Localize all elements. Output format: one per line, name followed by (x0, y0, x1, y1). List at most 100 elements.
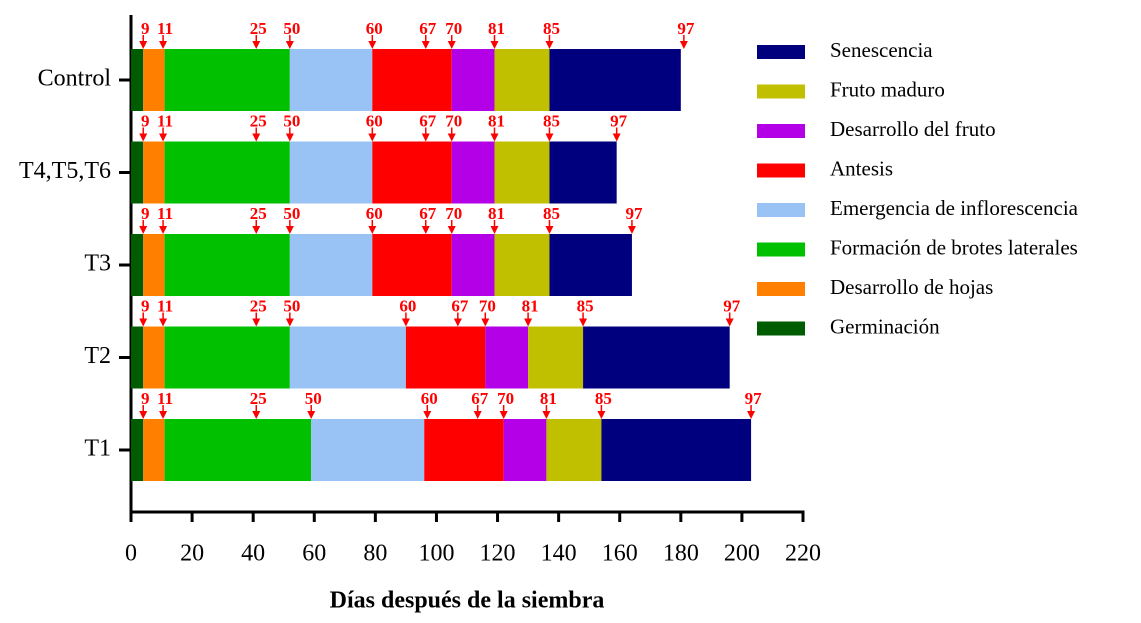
marker-label: 50 (283, 204, 300, 223)
marker-label: 70 (479, 296, 496, 315)
y-tick-label: T4,T5,T6 (19, 158, 111, 184)
marker-label: 50 (305, 389, 322, 408)
marker-label: 25 (250, 296, 267, 315)
bar-segment (451, 141, 495, 204)
marker-label: 67 (419, 111, 437, 130)
bar-segment (546, 419, 602, 481)
bar-segment (131, 141, 144, 204)
bar-segment (164, 234, 290, 296)
legend-swatch (757, 242, 805, 257)
marker-label: 50 (283, 296, 300, 315)
y-tick-label: Control (38, 66, 112, 92)
marker-arrow (579, 318, 588, 327)
x-tick-label: 40 (241, 541, 265, 567)
x-tick-label: 220 (785, 541, 821, 567)
y-tick-label: T3 (84, 251, 111, 277)
y-tick-label: T2 (84, 343, 111, 369)
marker-label: 60 (366, 111, 383, 130)
bar-segment (289, 234, 373, 296)
legend-label: Senescencia (830, 38, 933, 62)
marker-arrow (368, 226, 377, 234)
bar-segment (143, 234, 165, 296)
marker-arrow (597, 411, 606, 419)
marker-arrow (159, 226, 168, 234)
bar-segment (494, 234, 550, 296)
marker-arrow (285, 226, 294, 234)
marker-label: 81 (488, 19, 505, 38)
marker-arrow (725, 318, 734, 327)
marker-label: 25 (250, 19, 267, 38)
marker-label: 9 (141, 389, 150, 408)
marker-arrow (542, 411, 551, 419)
marker-arrow (139, 226, 148, 234)
marker-label: 85 (543, 204, 560, 223)
bar-segment (164, 419, 312, 481)
marker-label: 9 (141, 204, 150, 223)
x-tick-label: 180 (663, 541, 699, 567)
bar-segment (451, 49, 495, 111)
bar-segment (372, 234, 452, 296)
marker-arrow (159, 133, 168, 142)
bar-segment (372, 49, 452, 111)
marker-label: 11 (157, 111, 173, 130)
marker-label: 85 (543, 111, 560, 130)
marker-label: 97 (677, 19, 695, 38)
marker-arrow (453, 318, 462, 327)
marker-label: 60 (366, 19, 383, 38)
x-tick-label: 80 (363, 541, 387, 567)
x-tick-label: 160 (602, 541, 638, 567)
marker-label: 81 (488, 111, 505, 130)
bar-segment (143, 419, 165, 481)
y-tick-label: T1 (84, 436, 111, 462)
marker-arrow (499, 411, 508, 419)
legend-swatch (757, 321, 805, 336)
marker-arrow (545, 133, 554, 142)
bar-segment (164, 326, 290, 389)
bar-segment (164, 49, 290, 111)
bar-segment (143, 326, 165, 389)
bar-segment (289, 141, 373, 204)
marker-arrow (252, 318, 261, 327)
bar-segment (549, 49, 681, 111)
bar-segment (528, 326, 584, 389)
legend-label: Germinación (830, 314, 940, 338)
marker-arrow (423, 411, 432, 419)
x-tick-label: 140 (541, 541, 577, 567)
marker-label: 70 (497, 389, 514, 408)
marker-arrow (481, 318, 490, 327)
marker-arrow (473, 411, 482, 419)
bar-segment (405, 326, 486, 389)
marker-label: 60 (366, 204, 383, 223)
marker-arrow (545, 41, 554, 49)
marker-arrow (252, 411, 261, 419)
marker-label: 97 (723, 296, 741, 315)
legend-label: Desarrollo del fruto (830, 117, 996, 141)
marker-label: 11 (157, 389, 173, 408)
marker-label: 97 (745, 389, 763, 408)
marker-arrow (285, 318, 294, 327)
marker-arrow (524, 318, 533, 327)
bar-segment (131, 326, 144, 389)
marker-arrow (139, 133, 148, 142)
marker-label: 67 (451, 296, 469, 315)
marker-label: 67 (419, 19, 437, 38)
bar-segment (451, 234, 495, 296)
legend-swatch (757, 124, 805, 138)
legend-label: Antesis (830, 156, 893, 180)
marker-arrow (545, 226, 554, 234)
bar-segment (131, 234, 144, 296)
marker-arrow (285, 41, 294, 49)
marker-label: 11 (157, 19, 173, 38)
marker-label: 97 (610, 111, 628, 130)
marker-label: 67 (471, 389, 489, 408)
marker-label: 25 (250, 204, 267, 223)
marker-label: 85 (543, 19, 560, 38)
marker-arrow (307, 411, 316, 419)
bar-segment (485, 326, 529, 389)
legend-label: Formación de brotes laterales (830, 235, 1078, 259)
legend-swatch (757, 203, 805, 217)
marker-label: 67 (419, 204, 437, 223)
marker-label: 9 (141, 19, 150, 38)
marker-arrow (447, 41, 456, 49)
